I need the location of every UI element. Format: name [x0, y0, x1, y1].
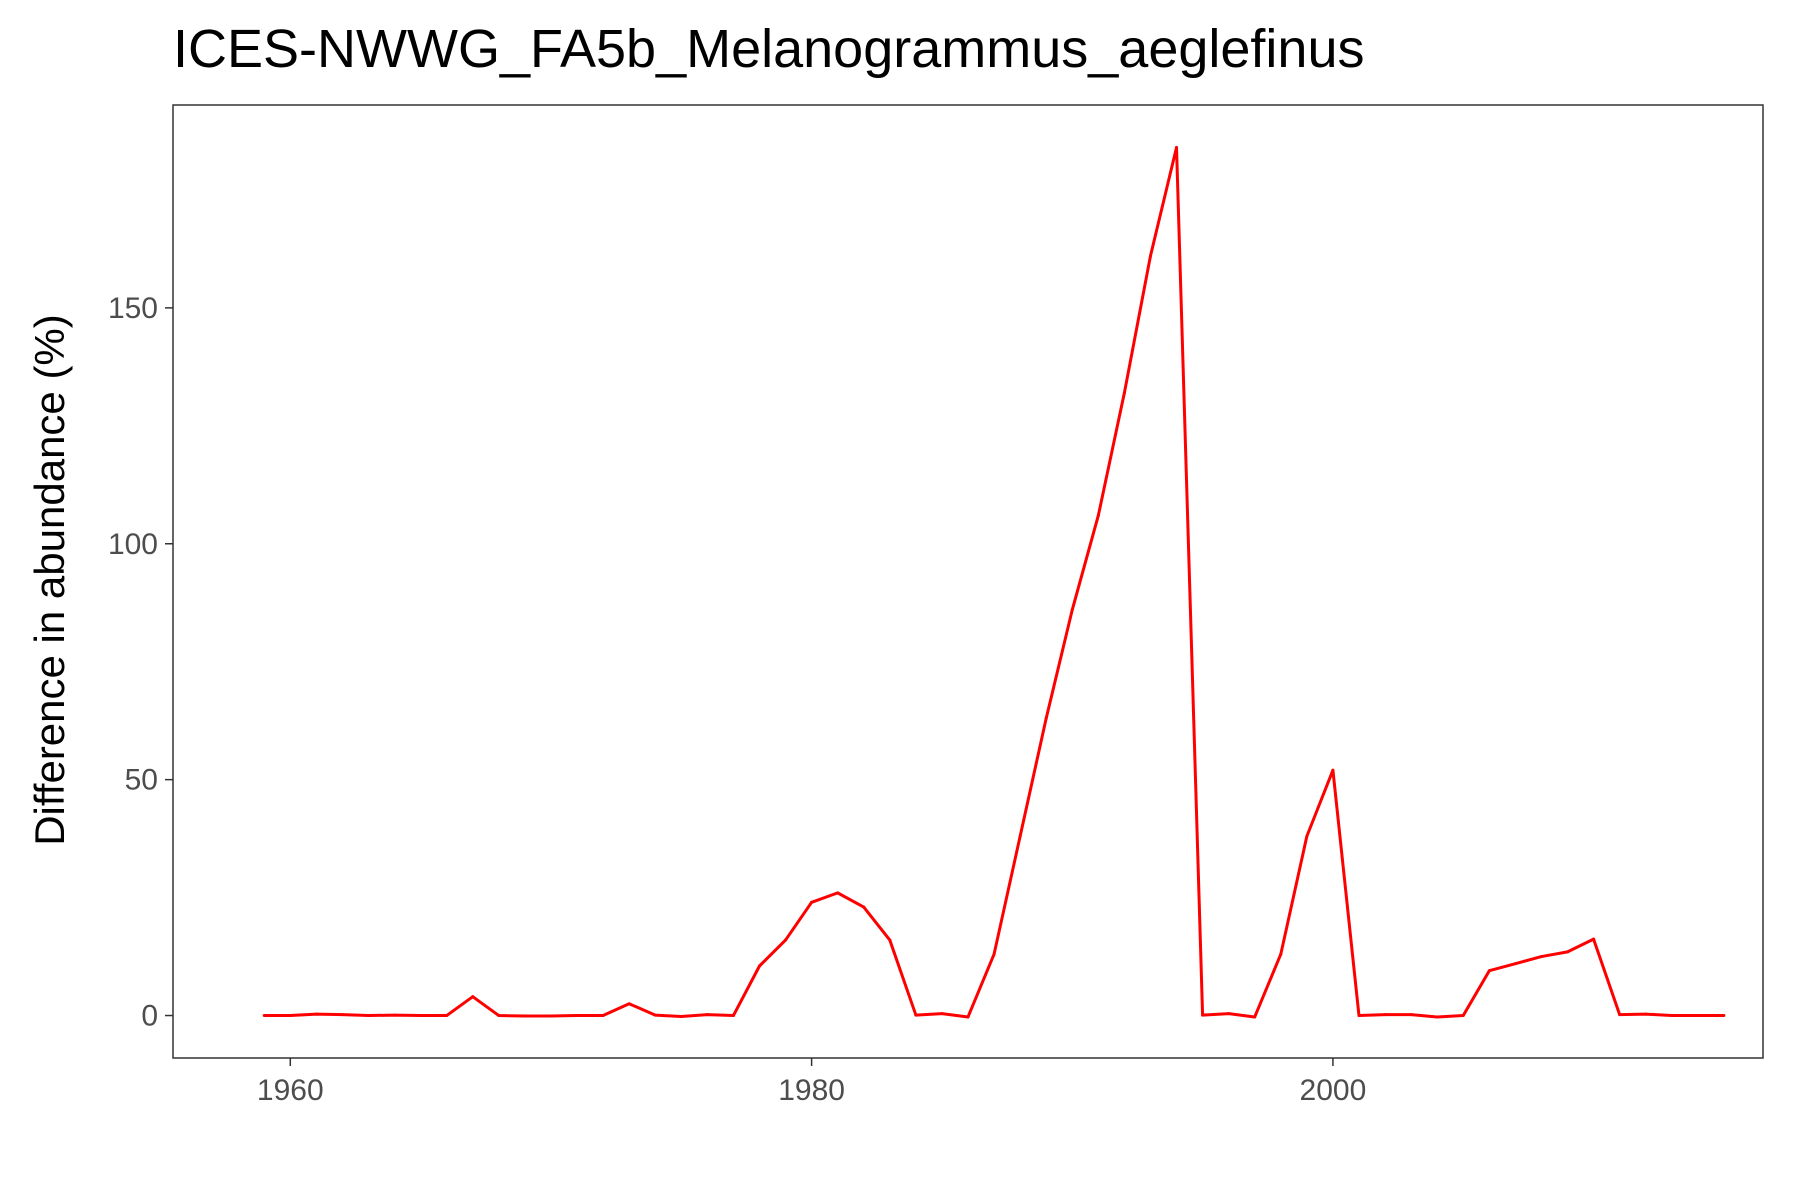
- data-point: [1201, 1013, 1205, 1017]
- data-point: [1722, 1014, 1726, 1018]
- data-point: [445, 1014, 449, 1018]
- data-point: [992, 952, 996, 956]
- data-point: [497, 1014, 501, 1018]
- axis-ticks: 0 50 100 150 1960 1980 2000: [108, 292, 1366, 1107]
- data-point: [653, 1013, 657, 1017]
- y-tick-label: 100: [108, 528, 158, 561]
- data-point: [1592, 937, 1596, 941]
- data-point: [419, 1014, 423, 1018]
- data-point: [1279, 952, 1283, 956]
- data-point: [914, 1013, 918, 1017]
- data-point: [1044, 716, 1048, 720]
- data-point: [1487, 969, 1491, 973]
- data-point: [1696, 1014, 1700, 1018]
- data-point: [731, 1014, 735, 1018]
- data-point: [862, 905, 866, 909]
- data-point: [836, 891, 840, 895]
- data-point: [627, 1002, 631, 1006]
- data-point: [549, 1014, 553, 1018]
- data-point: [366, 1014, 370, 1018]
- data-point: [757, 964, 761, 968]
- series-layer: [262, 145, 1726, 1019]
- data-point: [940, 1012, 944, 1016]
- y-tick-label: 50: [125, 764, 158, 797]
- data-point: [1070, 608, 1074, 612]
- y-tick-label: 150: [108, 292, 158, 325]
- chart-title: ICES-NWWG_FA5b_Melanogrammus_aeglefinus: [173, 19, 1365, 79]
- data-point: [1096, 513, 1100, 517]
- data-point: [523, 1014, 527, 1018]
- data-point: [966, 1015, 970, 1019]
- data-point: [340, 1013, 344, 1017]
- data-point: [1435, 1015, 1439, 1019]
- data-point: [1175, 145, 1179, 149]
- data-point: [393, 1013, 397, 1017]
- data-point: [1148, 254, 1152, 258]
- data-point: [784, 938, 788, 942]
- data-point: [1618, 1013, 1622, 1017]
- x-tick-label: 2000: [1300, 1074, 1367, 1107]
- data-point: [1539, 955, 1543, 959]
- data-point: [810, 900, 814, 904]
- data-point: [1461, 1014, 1465, 1018]
- data-point: [1122, 391, 1126, 395]
- y-tick-label: 0: [141, 1000, 158, 1033]
- data-point: [262, 1014, 266, 1018]
- data-point: [679, 1014, 683, 1018]
- data-point: [314, 1012, 318, 1016]
- data-point: [1227, 1012, 1231, 1016]
- data-point: [1305, 834, 1309, 838]
- data-point: [288, 1014, 292, 1018]
- data-point: [1357, 1014, 1361, 1018]
- data-point: [1513, 962, 1517, 966]
- data-point: [601, 1014, 605, 1018]
- data-point: [1644, 1012, 1648, 1016]
- plot-panel-border: [172, 104, 1764, 1059]
- data-point: [1670, 1014, 1674, 1018]
- data-point: [705, 1013, 709, 1017]
- data-point: [1566, 950, 1570, 954]
- data-point: [1409, 1013, 1413, 1017]
- data-point: [1018, 834, 1022, 838]
- data-point: [1253, 1015, 1257, 1019]
- data-point: [888, 938, 892, 942]
- x-tick-label: 1980: [778, 1074, 845, 1107]
- series-line: [264, 145, 1724, 1019]
- data-point: [1331, 768, 1335, 772]
- data-point: [575, 1014, 579, 1018]
- data-point: [1383, 1013, 1387, 1017]
- data-point: [471, 995, 475, 999]
- x-tick-label: 1960: [257, 1074, 324, 1107]
